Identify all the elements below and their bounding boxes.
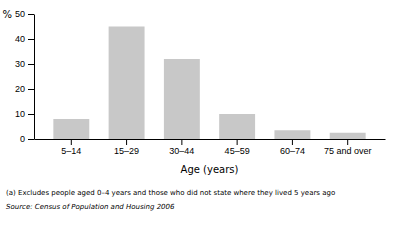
y-tick: 0 [20,134,34,144]
x-tick-label: 30–44 [169,146,194,156]
y-axis-title: % [2,9,12,20]
y-tick: 30 [15,59,34,69]
x-tick: 5–14 [61,139,81,156]
x-tick-label: 15–29 [114,146,139,156]
plot: 5–14 15–29 30–44 45–59 60–74 75 and over 0 10 20… [15,9,386,156]
footnote: Source: Census of Population and Housing… [6,203,175,211]
x-tick-mark [126,139,127,145]
x-tick: 60–74 [280,139,305,156]
x-tick-label: 75 and over [324,146,372,156]
y-tick-label: 20 [15,84,25,94]
y-tick-mark [28,139,34,140]
x-axis: 5–14 15–29 30–44 45–59 60–74 75 and over [35,139,386,156]
y-tick: 10 [15,109,34,119]
chart: 5–14 15–29 30–44 45–59 60–74 75 and over 0 10 20… [0,0,397,227]
footnote: (a) Excludes people aged 0–4 years and t… [6,189,335,197]
x-axis-title: Age (years) [181,164,239,175]
x-tick: 45–59 [225,139,250,156]
x-tick: 15–29 [114,139,139,156]
x-tick-label: 5–14 [61,146,81,156]
bar [53,119,89,139]
y-tick-mark [28,39,34,40]
y-tick-mark [28,64,34,65]
bar [164,59,200,139]
y-tick-mark [28,89,34,90]
x-tick-label: 45–59 [225,146,250,156]
x-axis-line [35,139,386,140]
y-tick-mark [28,114,34,115]
y-tick-label: 40 [15,34,25,44]
y-tick: 40 [15,34,34,44]
x-tick-mark [71,139,72,145]
y-axis: 0 10 20 30 40 50 [15,9,35,144]
bar [274,130,310,139]
x-tick: 75 and over [324,139,372,156]
y-tick: 20 [15,84,34,94]
y-axis-line [34,15,35,140]
y-tick-label: 10 [15,109,25,119]
x-tick-mark [237,139,238,145]
y-tick-label: 30 [15,59,25,69]
y-tick-label: 0 [20,134,25,144]
x-tick: 30–44 [169,139,194,156]
x-tick-mark [181,139,182,145]
x-tick-mark [347,139,348,145]
bar [109,27,145,140]
bar [219,114,255,139]
x-tick-label: 60–74 [280,146,305,156]
x-tick-mark [292,139,293,145]
y-tick: 50 [15,9,34,19]
bars [53,27,365,140]
y-tick-label: 50 [15,9,25,19]
y-tick-mark [28,14,34,15]
footnotes: (a) Excludes people aged 0–4 years and t… [6,189,335,211]
bar [330,133,366,139]
